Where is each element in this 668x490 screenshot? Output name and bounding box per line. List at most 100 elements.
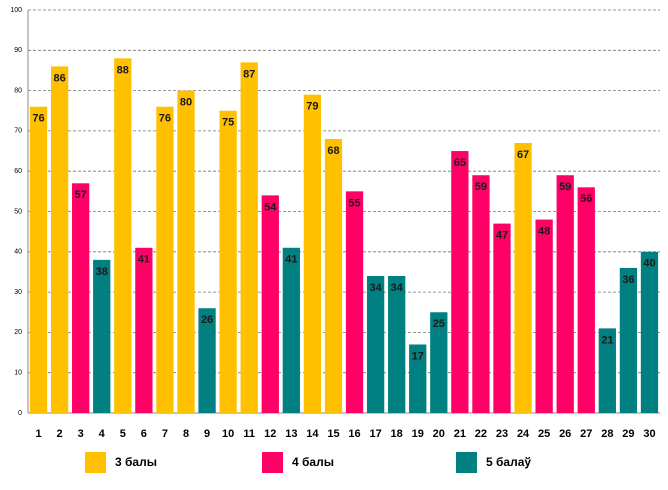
value-label: 34 [369, 282, 382, 294]
value-label: 38 [96, 266, 108, 278]
value-label: 17 [412, 350, 424, 362]
bar [451, 151, 469, 414]
y-tick-label: 20 [14, 329, 22, 336]
value-label: 55 [348, 197, 360, 209]
bar [577, 187, 595, 413]
y-tick-label: 0 [18, 410, 22, 417]
x-tick-label: 29 [622, 428, 634, 440]
x-tick-label: 24 [517, 428, 530, 440]
x-tick-label: 22 [475, 428, 487, 440]
value-label: 41 [285, 254, 297, 266]
legend-swatch [85, 452, 106, 473]
value-label: 25 [433, 318, 445, 330]
x-tick-label: 3 [78, 428, 84, 440]
value-label: 26 [201, 314, 213, 326]
value-label: 76 [159, 113, 171, 125]
value-label: 41 [138, 254, 150, 266]
bar [409, 344, 427, 413]
value-label: 34 [391, 282, 404, 294]
bar [29, 106, 48, 413]
bar [50, 66, 69, 414]
x-tick-label: 14 [306, 428, 319, 440]
value-label: 65 [454, 157, 466, 169]
x-tick-label: 11 [243, 428, 255, 440]
bar [493, 223, 511, 413]
legend-label: 5 балаў [486, 455, 531, 469]
x-tick-label: 10 [222, 428, 234, 440]
value-label: 36 [622, 274, 634, 286]
value-label: 76 [32, 113, 44, 125]
bar [156, 106, 174, 413]
x-tick-label: 17 [369, 428, 381, 440]
x-tick-label: 19 [412, 428, 424, 440]
x-tick-label: 28 [601, 428, 613, 440]
y-tick-label: 30 [14, 289, 22, 296]
y-tick-label: 60 [14, 168, 22, 175]
x-tick-label: 13 [285, 428, 297, 440]
value-label: 59 [559, 181, 571, 193]
x-tick-label: 15 [327, 428, 339, 440]
bar [324, 138, 343, 413]
value-label: 67 [517, 149, 529, 161]
x-tick-label: 2 [57, 428, 63, 440]
bar [114, 58, 132, 414]
bar [303, 94, 322, 413]
x-tick-label: 5 [120, 428, 126, 440]
bar [219, 110, 237, 413]
x-tick-label: 20 [433, 428, 445, 440]
x-tick-label: 27 [580, 428, 592, 440]
x-tick-label: 12 [264, 428, 276, 440]
x-tick-label: 1 [35, 428, 41, 440]
bar [282, 247, 300, 413]
x-tick-label: 8 [183, 428, 189, 440]
x-tick-label: 6 [141, 428, 147, 440]
x-tick-label: 7 [162, 428, 168, 440]
bar [388, 275, 406, 413]
legend-label: 4 балы [292, 455, 334, 469]
value-label: 21 [601, 334, 613, 346]
x-tick-label: 21 [454, 428, 466, 440]
bar [345, 191, 364, 413]
y-tick-label: 50 [14, 208, 22, 215]
y-tick-label: 90 [14, 47, 22, 54]
x-tick-label: 18 [391, 428, 403, 440]
legend-swatch [456, 452, 477, 473]
x-tick-label: 16 [348, 428, 360, 440]
value-label: 79 [306, 101, 318, 113]
value-label: 68 [327, 145, 339, 157]
bar [619, 267, 638, 413]
value-label: 54 [264, 201, 277, 213]
legend-swatch [262, 452, 283, 473]
x-tick-label: 9 [204, 428, 210, 440]
bar [366, 275, 385, 413]
y-tick-label: 70 [14, 128, 22, 135]
value-label: 86 [53, 72, 65, 84]
value-label: 75 [222, 117, 234, 129]
x-tick-label: 23 [496, 428, 508, 440]
bar [514, 142, 532, 414]
value-label: 56 [580, 193, 592, 205]
bar [240, 62, 258, 413]
y-tick-label: 80 [14, 87, 22, 94]
value-label: 48 [538, 225, 550, 237]
bar [556, 175, 574, 413]
x-tick-label: 26 [559, 428, 571, 440]
x-tick-label: 4 [99, 428, 106, 440]
bar [177, 90, 195, 413]
value-label: 47 [496, 229, 508, 241]
legend-label: 3 балы [115, 455, 157, 469]
bar [198, 308, 216, 413]
bar [430, 312, 448, 413]
bar [640, 251, 659, 413]
bar [598, 328, 616, 413]
value-label: 88 [117, 64, 129, 76]
x-tick-label: 30 [643, 428, 655, 440]
bar [93, 259, 111, 413]
y-tick-label: 100 [10, 7, 22, 14]
bar [72, 183, 90, 413]
y-tick-label: 10 [14, 370, 22, 377]
value-label: 40 [643, 258, 655, 270]
bar [135, 247, 153, 413]
value-label: 59 [475, 181, 487, 193]
